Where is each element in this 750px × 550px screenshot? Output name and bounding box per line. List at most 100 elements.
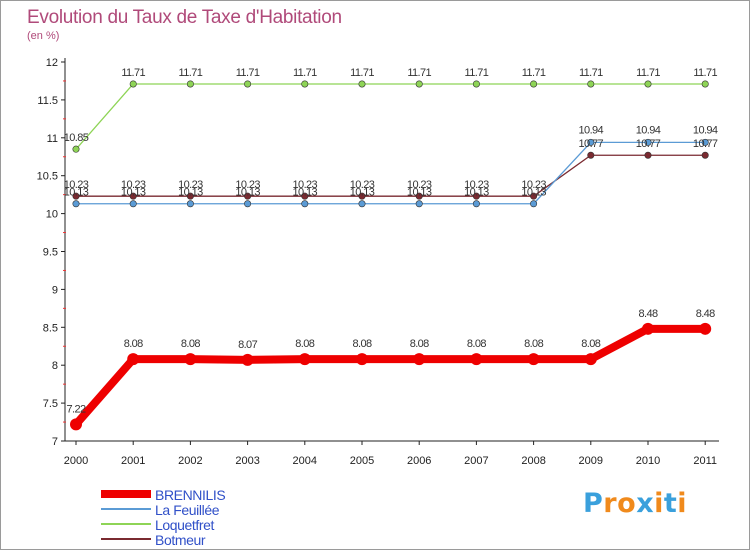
x-tick-label: 2004 bbox=[293, 455, 317, 467]
data-label: 10.94 bbox=[579, 124, 604, 136]
data-labels: 7.22 8.08 8.08 8.07 8.08 8.08 8.08 8.08 8.08 8.08… bbox=[64, 67, 719, 415]
legend-label: BRENNILIS bbox=[155, 487, 225, 503]
data-label: 10.13 bbox=[293, 187, 318, 199]
series-point bbox=[244, 80, 252, 88]
series-point bbox=[699, 322, 712, 335]
data-label: 8.08 bbox=[524, 338, 543, 350]
series-line-3 bbox=[75, 154, 706, 197]
series-point bbox=[470, 353, 483, 366]
x-tick-label: 2008 bbox=[521, 455, 545, 467]
y-tick-label: 11.5 bbox=[37, 95, 58, 107]
data-label: 11.71 bbox=[636, 67, 660, 79]
x-tick-label: 2007 bbox=[464, 455, 488, 467]
series-point bbox=[186, 200, 194, 208]
series-point bbox=[358, 80, 366, 88]
data-label: 11.71 bbox=[350, 67, 374, 79]
data-label: 8.48 bbox=[696, 308, 715, 320]
legend-label: Botmeur bbox=[155, 532, 206, 548]
series-point bbox=[129, 80, 137, 88]
series-point bbox=[356, 353, 368, 366]
series-point bbox=[587, 80, 595, 88]
y-tick-label: 12 bbox=[46, 57, 58, 69]
data-label: 10.13 bbox=[521, 187, 546, 199]
series-point bbox=[186, 80, 194, 88]
series-line-0 bbox=[72, 324, 710, 429]
data-label: 10.23 bbox=[407, 179, 432, 191]
data-label: 10.13 bbox=[178, 187, 203, 199]
data-label: 10.94 bbox=[636, 124, 661, 136]
series-line-1 bbox=[75, 141, 706, 205]
data-label: 10.13 bbox=[350, 187, 375, 199]
y-tick-label: 8.5 bbox=[43, 322, 58, 334]
y-tick-label: 11 bbox=[47, 133, 58, 145]
data-label: 10.13 bbox=[464, 187, 489, 199]
y-tick-label: 8 bbox=[52, 360, 58, 372]
series-point bbox=[358, 200, 366, 208]
data-label: 10.77 bbox=[579, 138, 604, 150]
data-label: 11.71 bbox=[293, 67, 317, 79]
data-label: 10.94 bbox=[693, 124, 718, 136]
data-label: 10.23 bbox=[464, 179, 489, 191]
data-label: 10.77 bbox=[693, 138, 718, 150]
data-label: 8.08 bbox=[124, 338, 143, 350]
series-point bbox=[184, 353, 197, 366]
x-tick-label: 2003 bbox=[235, 455, 259, 467]
series-point bbox=[358, 192, 366, 200]
logo-letter: P bbox=[583, 488, 604, 519]
series-point bbox=[72, 145, 80, 153]
series-point bbox=[298, 353, 311, 366]
data-label: 11.71 bbox=[236, 67, 260, 79]
y-tick-label: 9 bbox=[52, 284, 58, 296]
series-point bbox=[530, 192, 538, 200]
series-point bbox=[129, 200, 137, 208]
series-point bbox=[642, 322, 654, 335]
series-point bbox=[527, 353, 540, 366]
chart-subtitle: (en %) bbox=[27, 30, 60, 42]
logo-letter: x bbox=[636, 488, 655, 519]
series-point bbox=[415, 80, 423, 88]
x-tick-label: 2011 bbox=[693, 455, 717, 467]
series-point bbox=[587, 151, 595, 159]
y-tick-label: 7 bbox=[52, 436, 58, 448]
data-label: 11.71 bbox=[693, 67, 717, 79]
series-point bbox=[587, 138, 595, 146]
series-point bbox=[644, 80, 652, 88]
axes: 7 7.5 8 8.5 9 9.5 10 10.5 11 11.5 12 2000 2001 2002 20… bbox=[37, 57, 719, 467]
data-label: 10.23 bbox=[521, 179, 546, 191]
data-label: 11.71 bbox=[579, 67, 603, 79]
series-point bbox=[701, 80, 709, 88]
series-point bbox=[129, 192, 137, 200]
y-tick-label: 7.5 bbox=[43, 398, 58, 410]
y-tick-label: 9.5 bbox=[43, 247, 58, 259]
legend-label: La Feuillée bbox=[155, 502, 220, 518]
x-tick-label: 2001 bbox=[121, 455, 145, 467]
x-tick-label: 2006 bbox=[407, 455, 431, 467]
data-label: 8.08 bbox=[467, 338, 486, 350]
series-point bbox=[530, 80, 538, 88]
logo-letter: t bbox=[663, 488, 678, 519]
series-points bbox=[70, 80, 712, 431]
series-point bbox=[127, 353, 140, 366]
data-label: 11.71 bbox=[407, 67, 431, 79]
series-point bbox=[644, 138, 652, 146]
x-tick-label: 2002 bbox=[178, 455, 202, 467]
x-tick-label: 2000 bbox=[64, 455, 88, 467]
data-label: 10.13 bbox=[121, 187, 146, 199]
series-point bbox=[301, 200, 309, 208]
series-point bbox=[70, 418, 82, 431]
data-label: 10.85 bbox=[64, 132, 89, 144]
logo-letter: i bbox=[677, 488, 688, 519]
data-label: 8.08 bbox=[181, 338, 200, 350]
series-point bbox=[244, 192, 252, 200]
data-label: 11.71 bbox=[522, 67, 546, 79]
series-point bbox=[701, 151, 709, 159]
data-label: 10.13 bbox=[235, 187, 260, 199]
y-tick-label: 10.5 bbox=[37, 171, 58, 183]
series-point bbox=[244, 200, 252, 208]
data-label: 8.48 bbox=[638, 308, 657, 320]
data-label: 10.23 bbox=[293, 179, 318, 191]
series-point bbox=[186, 192, 194, 200]
series-point bbox=[644, 151, 652, 159]
series-point bbox=[701, 138, 709, 146]
